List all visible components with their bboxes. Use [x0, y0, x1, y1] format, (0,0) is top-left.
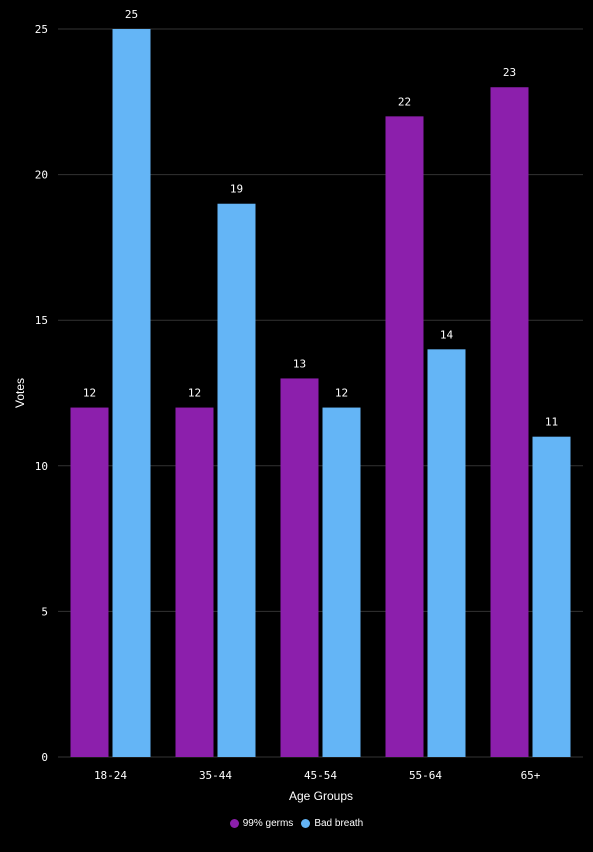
data-label: 23	[503, 66, 516, 79]
legend-label-series-1: 99% germs	[242, 817, 294, 829]
y-tick-label: 15	[35, 314, 48, 327]
bar-series-1[interactable]	[70, 407, 109, 757]
y-axis-ticks: 0 5 10 15 20 25	[35, 23, 48, 764]
x-tick-label: 65+	[521, 769, 541, 782]
legend-item-series-1[interactable]: 99% germs	[229, 817, 294, 829]
data-label: 11	[545, 416, 558, 429]
y-tick-label: 0	[41, 751, 48, 764]
x-axis-title: Age Groups	[289, 789, 353, 803]
x-tick-label: 45-54	[304, 769, 337, 782]
bars	[70, 29, 571, 758]
data-label: 12	[188, 387, 201, 400]
legend-item-series-2[interactable]: Bad breath	[301, 818, 363, 829]
y-tick-label: 10	[35, 460, 48, 473]
bar-series-1[interactable]	[280, 378, 319, 757]
x-tick-label: 35-44	[199, 769, 232, 782]
legend-label-series-2: Bad breath	[314, 817, 364, 829]
bar-series-1[interactable]	[175, 407, 214, 757]
y-tick-label: 25	[35, 23, 48, 36]
bar-series-1[interactable]	[385, 116, 424, 758]
bar-series-2[interactable]	[217, 203, 256, 758]
legend-swatch-series-2	[301, 818, 311, 828]
data-labels: 12 25 12 19 13 12 22 14 23 11	[83, 8, 558, 429]
data-label: 13	[293, 357, 306, 370]
x-tick-label: 55-64	[409, 769, 442, 782]
data-label: 22	[398, 95, 411, 108]
legend-swatch-series-1	[229, 818, 239, 828]
bar-series-1[interactable]	[490, 87, 529, 758]
x-tick-label: 18-24	[94, 769, 127, 782]
bar-series-2[interactable]	[427, 349, 466, 757]
data-label: 14	[440, 328, 454, 341]
x-axis-ticks: 18-24 35-44 45-54 55-64 65+	[94, 769, 541, 782]
data-label: 19	[230, 183, 243, 196]
data-label: 25	[125, 8, 138, 21]
y-axis-title: Votes	[13, 378, 27, 408]
bar-series-2[interactable]	[532, 436, 571, 757]
legend: 99% germs Bad breath	[0, 815, 593, 831]
y-tick-label: 20	[35, 169, 48, 182]
bar-series-2[interactable]	[112, 29, 151, 757]
data-label: 12	[83, 387, 96, 400]
data-label: 12	[335, 387, 348, 400]
bar-series-2[interactable]	[322, 407, 361, 757]
y-tick-label: 5	[41, 605, 48, 618]
